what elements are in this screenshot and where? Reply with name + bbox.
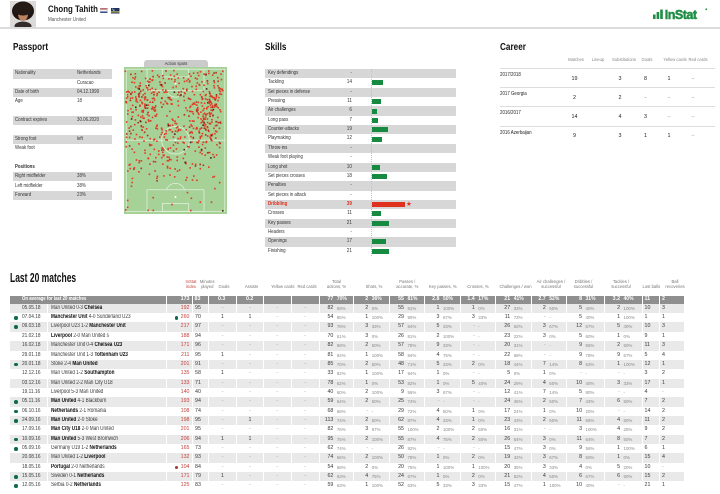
svg-text:InStat: InStat <box>665 8 698 21</box>
